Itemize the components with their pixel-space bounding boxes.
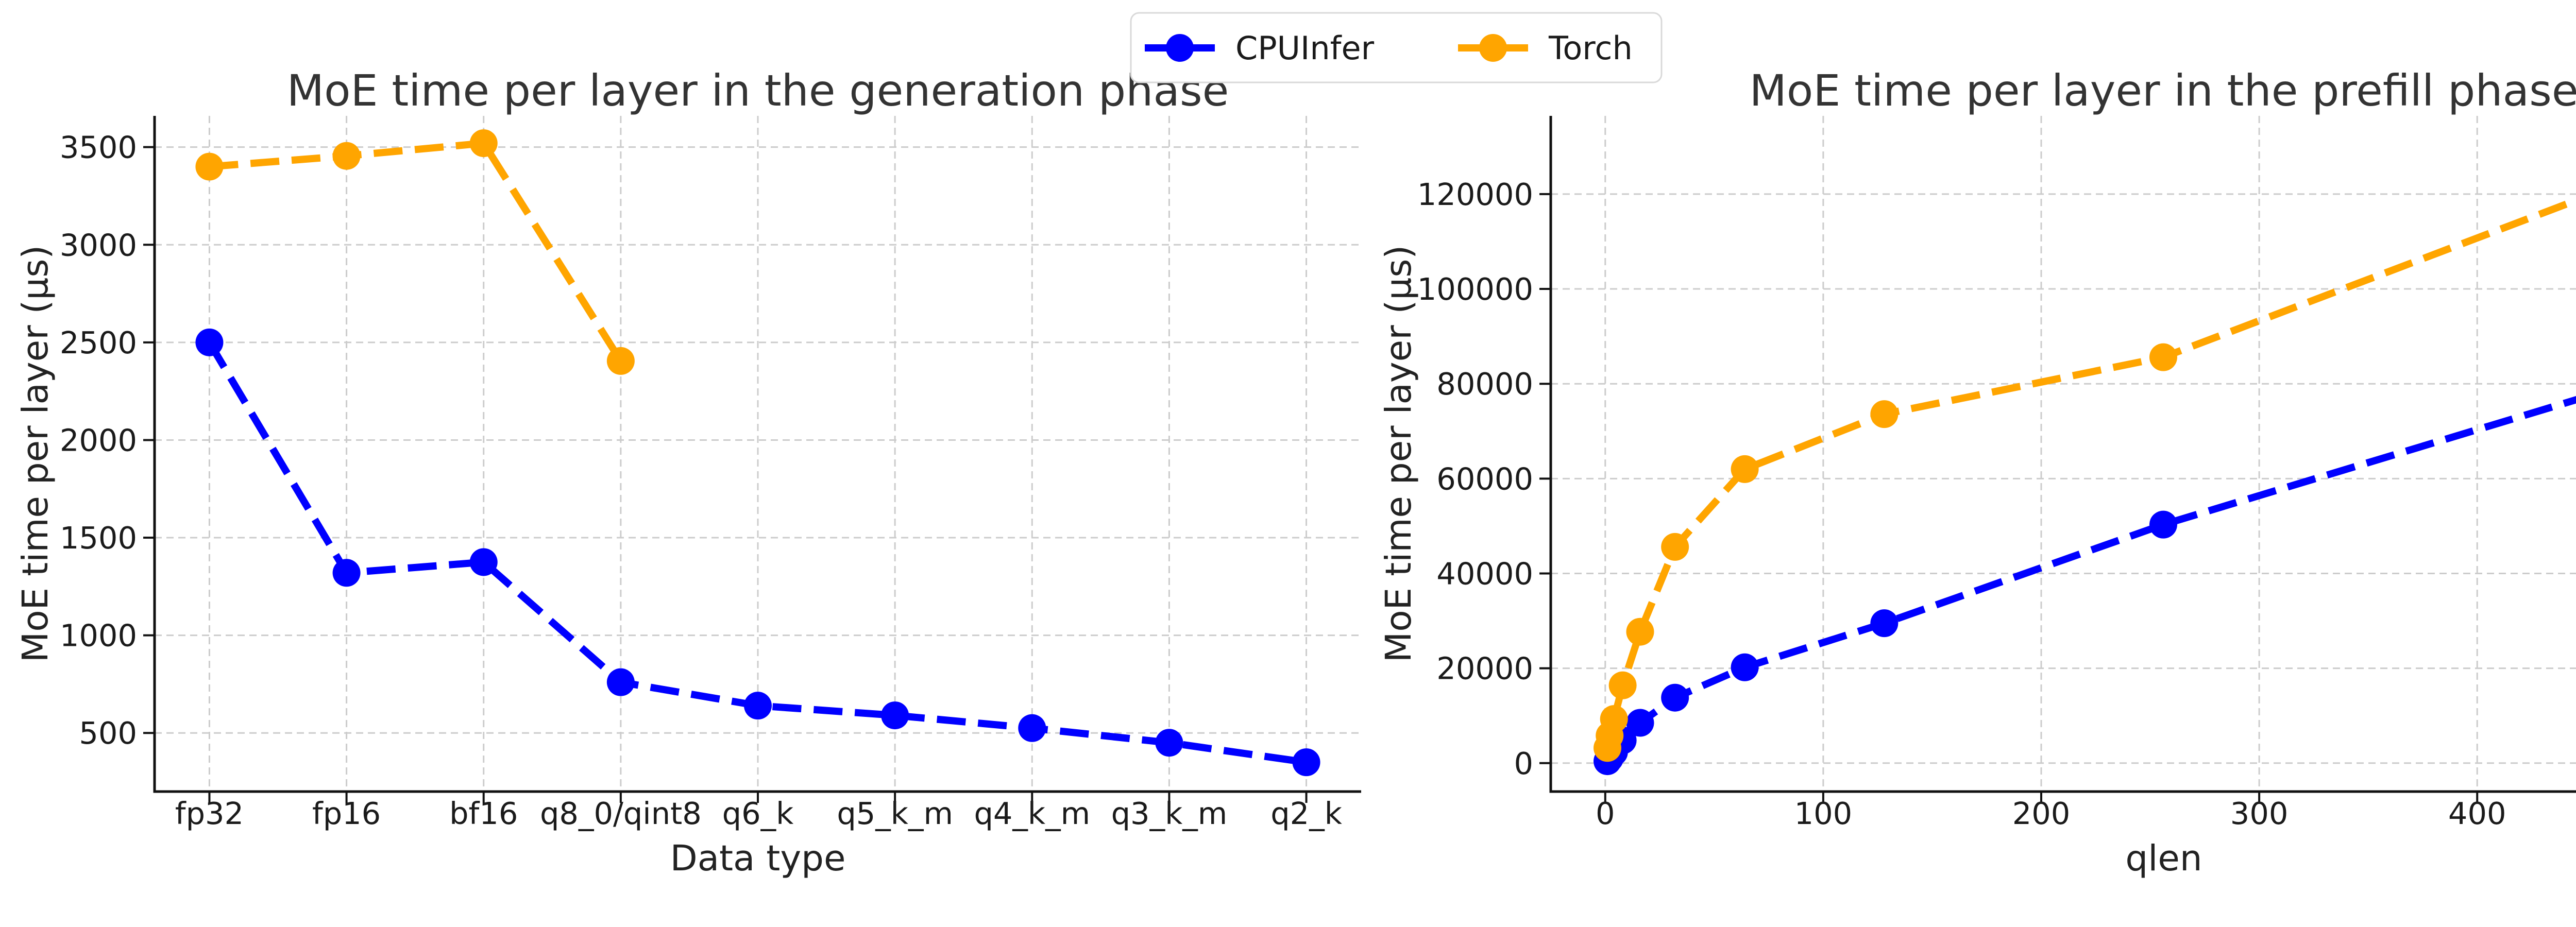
- x-tick-label: q4_k_m: [974, 796, 1090, 831]
- x-tick-label: q3_k_m: [1111, 796, 1228, 831]
- cpuinfer-data-point: [1731, 653, 1759, 681]
- prefill-chart-title: MoE time per layer in the prefill phase: [1749, 65, 2576, 116]
- torch-data-point: [1661, 533, 1689, 561]
- x-tick-label: q2_k: [1270, 796, 1342, 831]
- generation-axes: 500 1000 1500 2000 2500 3000 3500 fp32 fp16 bf16 q…: [60, 116, 1361, 831]
- legend-box: [1130, 12, 1663, 83]
- torch-data-point: [606, 347, 635, 375]
- torch-data-point: [1600, 705, 1628, 733]
- y-tick-label: 20000: [1436, 651, 1533, 686]
- x-tick-label: q5_k_m: [837, 796, 953, 831]
- x-tick-label: q6_k: [722, 796, 794, 831]
- y-tick-label: 120000: [1417, 177, 1533, 212]
- cpuinfer-data-point: [1870, 609, 1899, 638]
- x-tick-label: 0: [1596, 796, 1615, 831]
- y-tick-label: 2500: [60, 325, 137, 360]
- legend-item-cpuinfer: CPUInfer: [1145, 29, 1375, 67]
- cpuinfer-legend-label: CPUInfer: [1235, 29, 1375, 67]
- torch-data-point: [469, 129, 498, 158]
- cpuinfer-data-point: [1661, 683, 1689, 712]
- axis-spine: [1549, 116, 2576, 793]
- cpuinfer-data-point: [881, 701, 909, 730]
- x-tick-label: 100: [1794, 796, 1853, 831]
- y-tick-label: 2000: [60, 422, 137, 458]
- y-tick-label: 100000: [1417, 271, 1533, 307]
- generation-chart: 500 1000 1500 2000 2500 3000 3500 fp32 fp16 bf16 q…: [15, 65, 1361, 879]
- generation-grid: [155, 116, 1361, 792]
- cpuinfer-data-point: [332, 559, 361, 587]
- x-tick-label: 300: [2230, 796, 2289, 831]
- cpuinfer-data-point: [195, 328, 224, 356]
- legend: CPUInfer Torch: [1130, 12, 1663, 83]
- cpuinfer-data-point: [469, 548, 498, 576]
- torch-data-point: [2149, 343, 2177, 371]
- generation-series: [195, 129, 1320, 777]
- x-tick-label: fp32: [175, 796, 244, 831]
- y-tick-label: 40000: [1436, 556, 1533, 591]
- torch-data-point: [1870, 400, 1899, 428]
- torch-line: [209, 139, 624, 363]
- y-tick-label: 80000: [1436, 366, 1533, 402]
- prefill-axes: 0 20000 40000 60000 80000 100000 120000 0 100 200…: [1417, 116, 2576, 831]
- y-tick-label: 3000: [60, 227, 137, 263]
- generation-ylabel: MoE time per layer (μs): [15, 245, 56, 662]
- x-tick-label: 400: [2448, 796, 2506, 831]
- prefill-chart: 0 20000 40000 60000 80000 100000 120000 0 100 200…: [1378, 65, 2576, 879]
- torch-data-point: [1608, 671, 1637, 699]
- cpuinfer-data-point: [606, 668, 635, 696]
- y-tick-label: 1500: [60, 520, 137, 556]
- y-tick-label: 0: [1514, 746, 1533, 781]
- generation-xlabel: Data type: [670, 838, 846, 879]
- prefill-series: [1594, 196, 2576, 776]
- y-tick-label: 1000: [60, 618, 137, 654]
- cpuinfer-data-point: [1018, 714, 1046, 742]
- prefill-ylabel: MoE time per layer (μs): [1378, 245, 1419, 662]
- y-tick-label: 3500: [60, 130, 137, 165]
- torch-legend-label: Torch: [1548, 29, 1633, 67]
- torch-data-point: [195, 152, 224, 181]
- cpuinfer-data-point: [2149, 510, 2177, 539]
- cpuinfer-data-point: [1626, 709, 1654, 737]
- y-tick-label: 60000: [1436, 461, 1533, 496]
- x-tick-label: bf16: [449, 796, 518, 831]
- torch-data-point: [332, 142, 361, 170]
- legend-item-torch: Torch: [1458, 29, 1633, 67]
- prefill-xlabel: qlen: [2125, 838, 2202, 879]
- prefill-grid: [1551, 116, 2576, 792]
- cpuinfer-data-point: [1292, 748, 1320, 777]
- cpuinfer-data-point: [744, 692, 772, 720]
- generation-chart-title: MoE time per layer in the generation pha…: [287, 65, 1229, 116]
- torch-data-point: [1626, 617, 1654, 646]
- cpuinfer-data-point: [1155, 729, 1183, 757]
- x-tick-label: fp16: [312, 796, 381, 831]
- x-tick-label: q8_0/qint8: [540, 796, 702, 831]
- torch-data-point: [1731, 455, 1759, 483]
- x-tick-label: 200: [2012, 796, 2071, 831]
- axis-spine: [153, 116, 1361, 793]
- cpuinfer-line: [1604, 396, 2576, 764]
- torch-legend-marker-icon: [1479, 34, 1507, 62]
- y-tick-label: 500: [79, 715, 137, 751]
- cpuinfer-legend-marker-icon: [1166, 34, 1194, 62]
